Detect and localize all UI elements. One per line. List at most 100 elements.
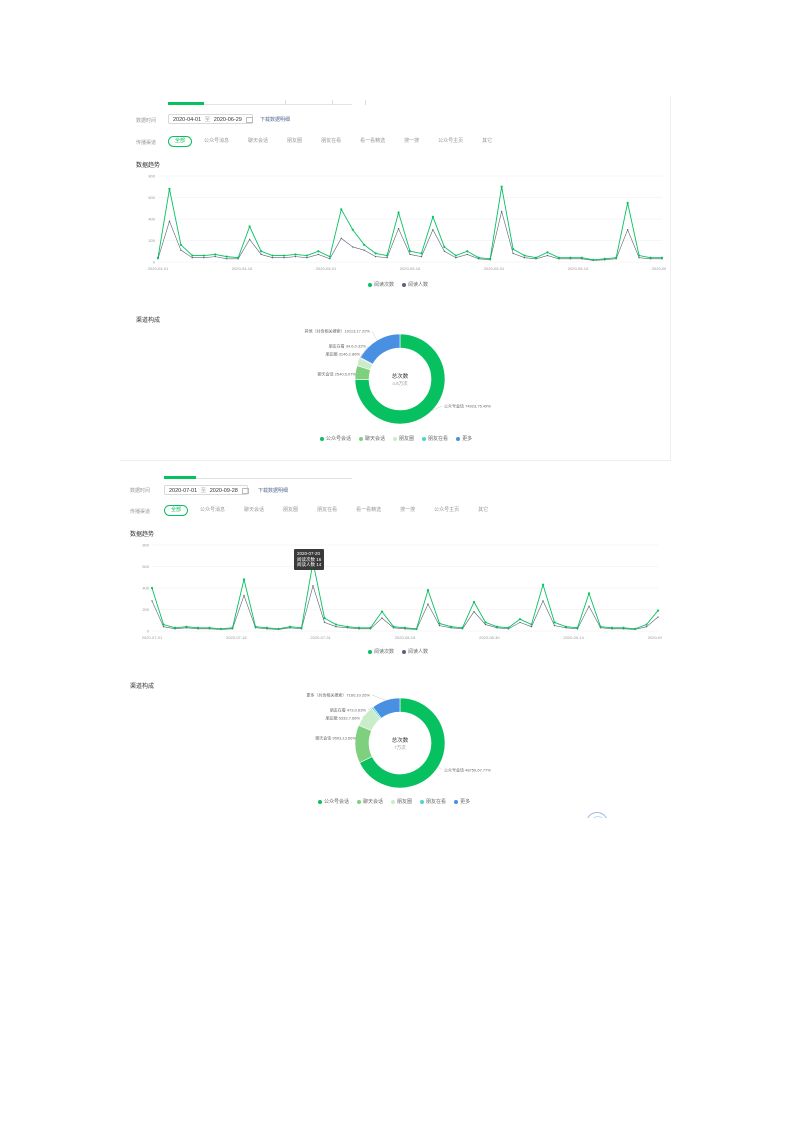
data-point[interactable] xyxy=(519,621,521,624)
data-point[interactable] xyxy=(203,257,205,259)
tab-active-indicator[interactable] xyxy=(164,476,196,479)
data-point[interactable] xyxy=(260,253,262,256)
data-point[interactable] xyxy=(191,257,194,259)
data-point[interactable] xyxy=(150,586,154,590)
data-point[interactable] xyxy=(587,592,591,595)
channel-chip-3[interactable]: 朋友圈 xyxy=(287,138,303,144)
legend-item-pv[interactable]: 阅读次数 xyxy=(368,648,394,655)
data-point[interactable] xyxy=(542,600,544,602)
data-point[interactable] xyxy=(305,254,309,257)
data-point[interactable] xyxy=(173,626,177,629)
date-range-picker[interactable]: 2020-04-01 至 2020-06-29 xyxy=(168,114,254,124)
data-point[interactable] xyxy=(248,238,251,241)
data-point[interactable] xyxy=(288,625,292,628)
data-point[interactable] xyxy=(282,254,286,257)
data-point[interactable] xyxy=(557,256,561,259)
data-point[interactable] xyxy=(645,626,648,628)
channel-chip-7[interactable]: 公众号主页 xyxy=(438,138,464,144)
tab-active-indicator[interactable] xyxy=(168,102,204,105)
channel-chip-1[interactable]: 公众号消息 xyxy=(204,138,230,144)
data-point[interactable] xyxy=(626,201,629,204)
donut-legend-item-0[interactable]: 公众号会话 xyxy=(318,798,349,805)
calendar-icon[interactable] xyxy=(242,487,250,494)
date-range-picker[interactable]: 2020-07-01 至 2020-09-28 xyxy=(164,485,250,495)
donut-slice-4[interactable] xyxy=(360,333,401,365)
data-point[interactable] xyxy=(512,252,514,255)
data-point[interactable] xyxy=(329,258,331,260)
data-point[interactable] xyxy=(530,623,533,626)
data-point[interactable] xyxy=(403,626,407,629)
data-point[interactable] xyxy=(328,255,331,258)
donut-legend-item-3[interactable]: 朋友在看 xyxy=(422,435,448,442)
channel-chip-5[interactable]: 看一看精选 xyxy=(356,507,382,513)
data-point[interactable] xyxy=(415,627,418,630)
channel-chip-4[interactable]: 朋友在看 xyxy=(321,138,342,144)
data-point[interactable] xyxy=(196,626,200,629)
channel-chip-8[interactable]: 其它 xyxy=(478,507,489,513)
data-point[interactable] xyxy=(335,626,337,628)
donut-legend-item-0[interactable]: 公众号会话 xyxy=(320,435,351,442)
data-point[interactable] xyxy=(294,255,297,258)
data-point[interactable] xyxy=(409,253,411,256)
donut-slice-0[interactable] xyxy=(359,697,446,789)
data-point[interactable] xyxy=(438,624,441,627)
data-point[interactable] xyxy=(226,258,228,260)
data-point[interactable] xyxy=(610,626,614,629)
data-point[interactable] xyxy=(443,245,446,249)
data-point[interactable] xyxy=(346,625,349,628)
data-point[interactable] xyxy=(633,627,637,630)
legend-item-uv[interactable]: 阅读人数 xyxy=(402,648,428,655)
data-point[interactable] xyxy=(277,627,280,630)
data-point[interactable] xyxy=(472,600,476,604)
data-point[interactable] xyxy=(385,254,389,257)
data-point[interactable] xyxy=(340,237,342,240)
data-point[interactable] xyxy=(408,250,412,253)
data-point[interactable] xyxy=(569,256,572,259)
data-point[interactable] xyxy=(477,256,480,259)
data-point[interactable] xyxy=(374,255,377,258)
channel-chip-8[interactable]: 其它 xyxy=(482,138,493,144)
data-point[interactable] xyxy=(219,627,223,630)
channel-chip-0[interactable]: 全部 xyxy=(164,505,189,516)
data-point[interactable] xyxy=(518,618,522,621)
data-point[interactable] xyxy=(645,623,648,626)
data-point[interactable] xyxy=(638,257,640,259)
data-point[interactable] xyxy=(312,585,314,587)
data-point[interactable] xyxy=(323,617,326,620)
donut-slice-4[interactable] xyxy=(372,697,401,719)
download-details-link[interactable]: 下载数据明细 xyxy=(258,488,289,494)
channel-chip-2[interactable]: 聊天会话 xyxy=(244,507,265,513)
data-point[interactable] xyxy=(397,227,400,230)
data-point[interactable] xyxy=(427,603,429,605)
data-point[interactable] xyxy=(242,578,246,581)
channel-chip-0[interactable]: 全部 xyxy=(168,136,193,147)
donut-legend-item-2[interactable]: 朋友圈 xyxy=(391,798,412,805)
data-point[interactable] xyxy=(461,626,464,629)
data-point[interactable] xyxy=(523,257,526,259)
channel-chip-3[interactable]: 朋友圈 xyxy=(283,507,299,513)
data-point[interactable] xyxy=(603,257,606,260)
download-details-link[interactable]: 下载数据明细 xyxy=(260,117,291,123)
data-point[interactable] xyxy=(484,623,487,626)
data-point[interactable] xyxy=(323,621,326,624)
data-point[interactable] xyxy=(380,610,384,613)
data-point[interactable] xyxy=(599,625,602,628)
data-point[interactable] xyxy=(363,243,366,246)
data-point[interactable] xyxy=(637,254,641,257)
donut-legend-item-4[interactable]: 更多 xyxy=(454,798,470,805)
data-point[interactable] xyxy=(438,622,441,625)
data-point[interactable] xyxy=(553,624,556,627)
data-point[interactable] xyxy=(588,605,590,607)
data-point[interactable] xyxy=(580,256,583,259)
data-point[interactable] xyxy=(426,589,430,592)
donut-legend-item-1[interactable]: 聊天会话 xyxy=(359,435,385,442)
data-point[interactable] xyxy=(151,600,153,602)
data-point[interactable] xyxy=(546,251,549,254)
data-point[interactable] xyxy=(511,248,515,251)
data-point[interactable] xyxy=(530,626,533,628)
data-point[interactable] xyxy=(265,626,269,629)
data-point[interactable] xyxy=(294,253,297,256)
data-point[interactable] xyxy=(243,594,245,597)
data-point[interactable] xyxy=(397,211,400,214)
data-point[interactable] xyxy=(162,623,165,626)
